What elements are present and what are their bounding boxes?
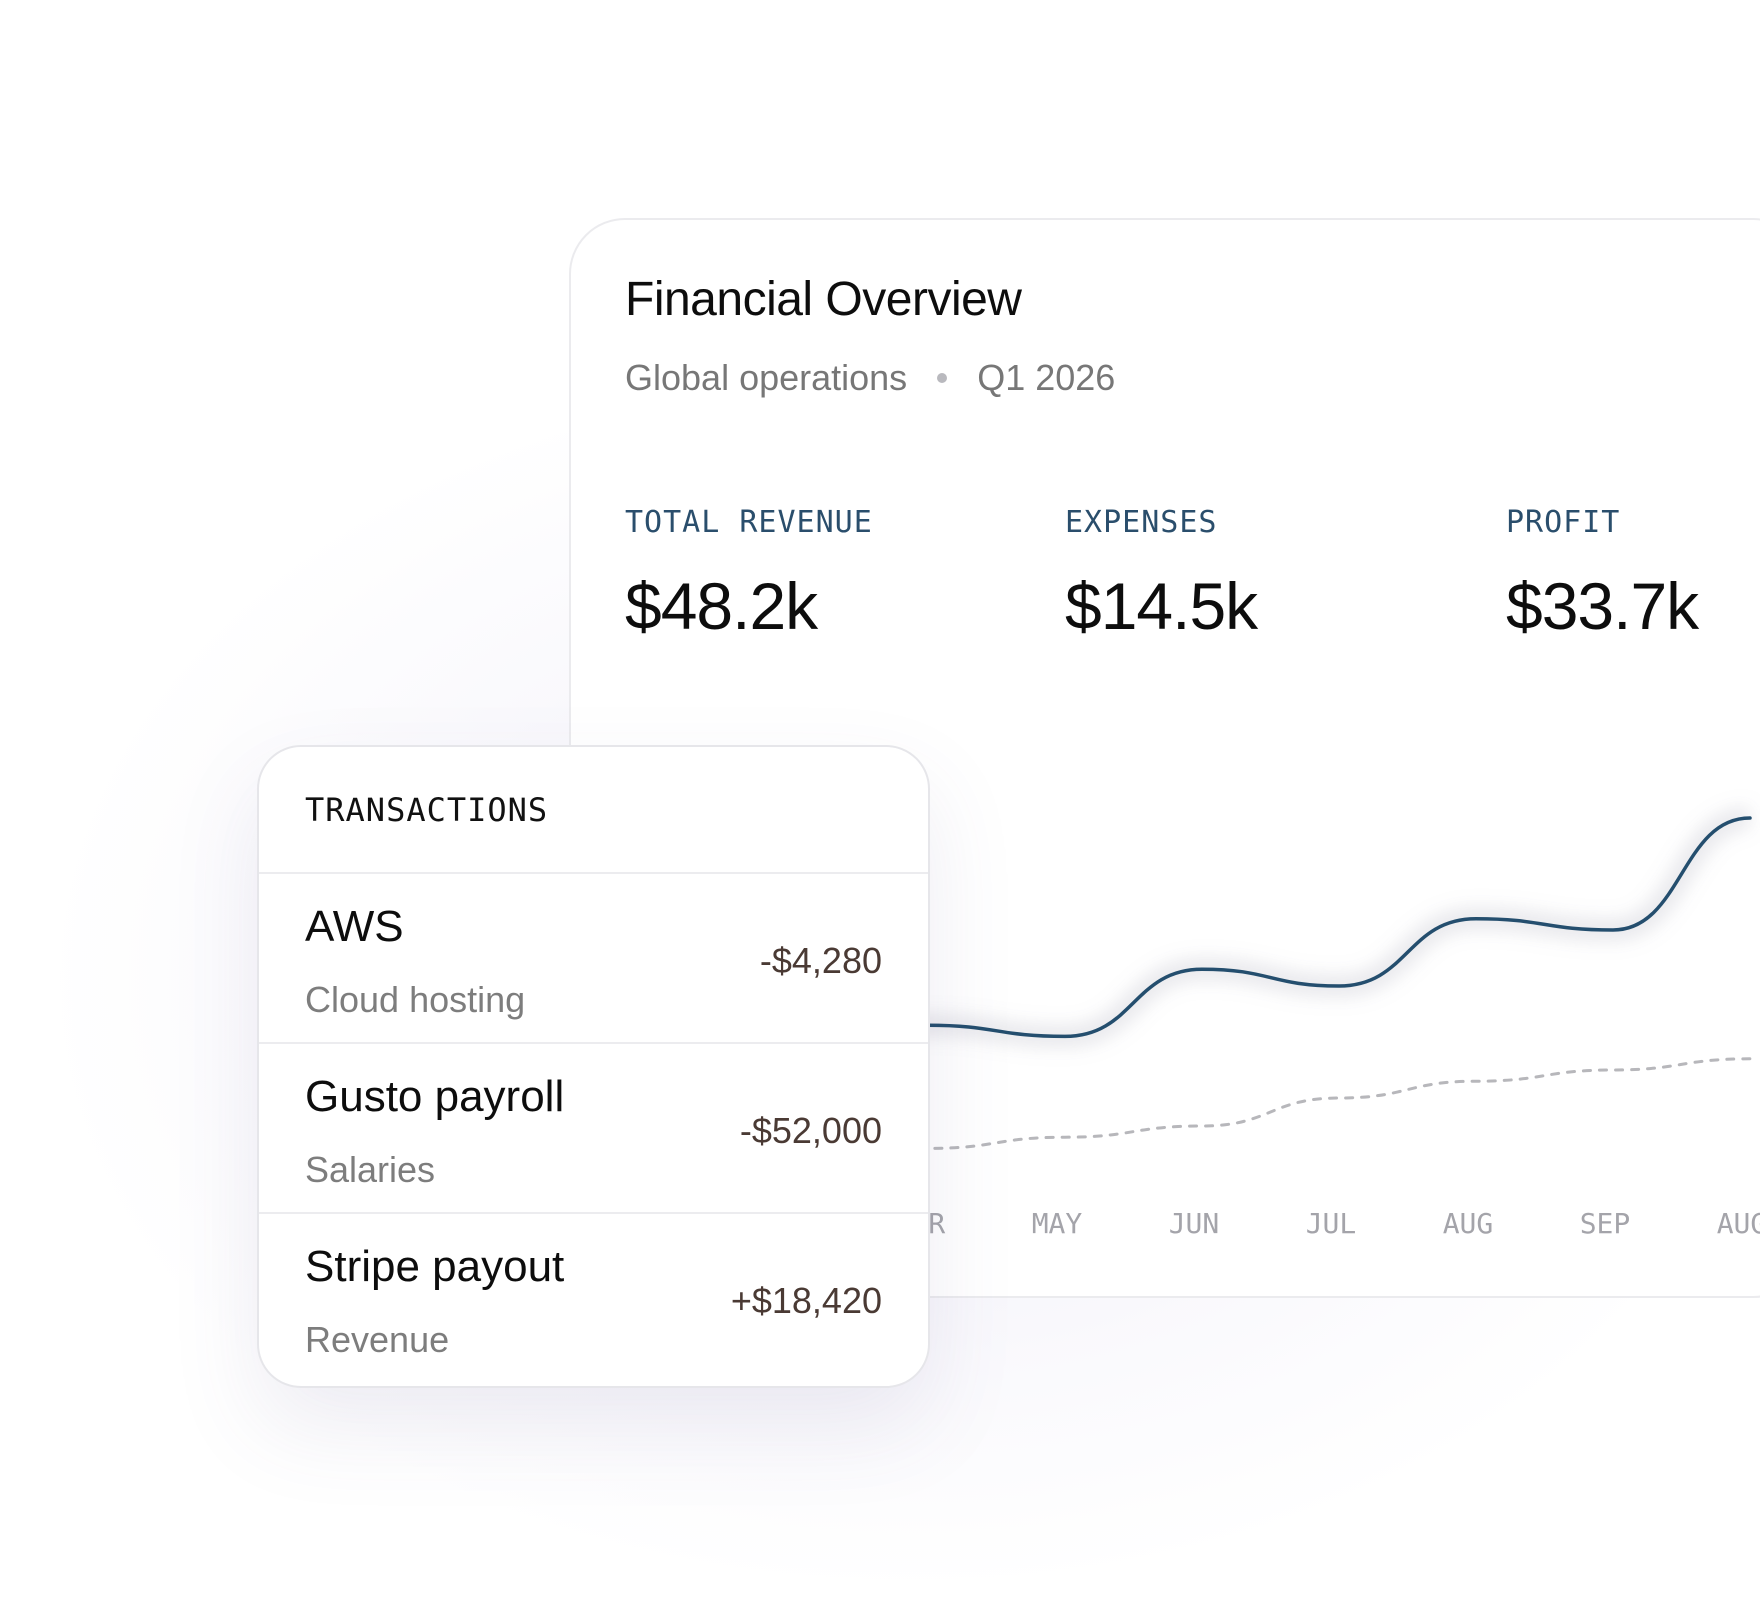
transaction-row[interactable]: Gusto payroll Salaries -$52,000 (259, 1044, 928, 1214)
transaction-row[interactable]: AWS Cloud hosting -$4,280 (259, 874, 928, 1044)
period-label: Q1 2026 (977, 357, 1116, 398)
kpi-label: PROFIT (1506, 505, 1621, 540)
x-tick-label: JUL (1306, 1207, 1357, 1240)
series-line-secondary (789, 1057, 1752, 1156)
kpi-value: $14.5k (1065, 569, 1258, 643)
transactions-title: TRANSACTIONS (259, 747, 928, 874)
transaction-category: Cloud hosting (305, 979, 526, 1020)
x-tick-label: AUG (1717, 1207, 1760, 1240)
kpi-value: $48.2k (625, 569, 818, 643)
overview-title: Financial Overview (625, 273, 1022, 326)
transaction-amount: +$18,420 (730, 1280, 882, 1321)
kpi-total-revenue: TOTAL REVENUE $48.2k (625, 505, 873, 644)
transaction-row[interactable]: Stripe payout Revenue +$18,420 (259, 1214, 928, 1384)
overview-subtitle: Global operations Q1 2026 (625, 357, 1115, 399)
kpi-profit: PROFIT $33.7k (1506, 505, 1699, 644)
kpi-value: $33.7k (1506, 569, 1699, 643)
transaction-name: AWS (305, 902, 404, 951)
transaction-amount: -$4,280 (759, 940, 882, 981)
transaction-name: Gusto payroll (305, 1072, 565, 1121)
transactions-card: TRANSACTIONS AWS Cloud hosting -$4,280 G… (257, 745, 930, 1388)
kpi-expenses: EXPENSES $14.5k (1065, 505, 1258, 644)
transaction-name: Stripe payout (305, 1242, 565, 1291)
kpi-label: TOTAL REVENUE (625, 505, 873, 540)
x-tick-label: SEP (1580, 1207, 1631, 1240)
series-line-primary (789, 816, 1752, 1039)
transaction-category: Revenue (305, 1319, 450, 1360)
series-line-shadow (790, 807, 1751, 1048)
separator-dot (937, 373, 948, 383)
x-tick-label: JUN (1169, 1207, 1220, 1240)
scope-label: Global operations (625, 357, 908, 398)
transaction-amount: -$52,000 (739, 1110, 882, 1151)
x-tick-label: MAY (1032, 1207, 1083, 1240)
x-tick-label: AUG (1443, 1207, 1494, 1240)
kpi-label: EXPENSES (1065, 505, 1218, 540)
transaction-category: Salaries (305, 1149, 436, 1190)
